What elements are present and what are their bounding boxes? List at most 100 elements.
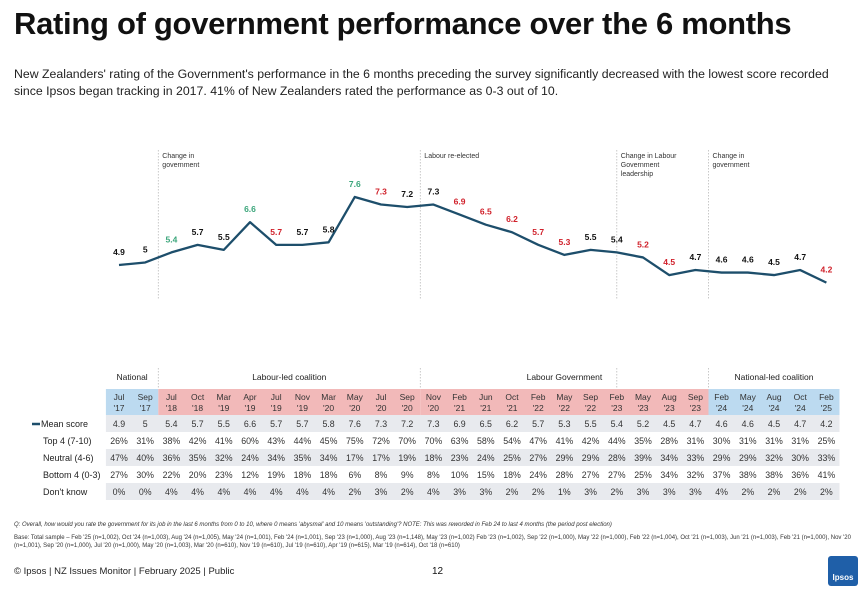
table-cell: 10% [451,470,469,480]
table-cell: 31% [687,436,705,446]
table-cell: 25% [503,453,521,463]
table-cell: 7.6 [349,419,361,429]
event-annotation: Change in [162,153,194,160]
table-cell: 2% [506,487,519,497]
data-label: 4.2 [820,265,832,275]
footnote-question: Q: Overall, how would you rate the gover… [14,522,612,528]
x-tick-label: Feb [714,392,729,402]
table-cell: 4.2 [820,419,832,429]
x-tick-label: Nov [295,392,311,402]
x-tick-label: May [740,392,757,402]
table-cell: 3% [689,487,702,497]
table-cell: 24% [241,453,259,463]
table-cell: 0% [139,487,152,497]
table-cell: 6% [348,470,361,480]
x-tick-label: '22 [585,403,596,413]
period-label: National [117,372,148,382]
ipsos-logo: Ipsos [828,556,858,586]
data-label: 7.3 [375,187,387,197]
table-cell: 4.7 [794,419,806,429]
event-annotation: government [713,162,750,169]
x-tick-label: Jul [166,392,177,402]
row-band [105,483,840,500]
data-label: 5.7 [532,227,544,237]
period-header-band [105,389,159,415]
event-annotation: Change in [713,153,745,160]
data-label: 4.6 [742,255,754,265]
table-cell: 22% [163,470,181,480]
x-tick-label: '22 [559,403,570,413]
x-tick-label: '24 [795,403,806,413]
x-tick-label: Sep [583,392,598,402]
table-cell: 30% [791,453,809,463]
table-cell: 34% [267,453,285,463]
x-tick-label: May [347,392,364,402]
event-annotation: Labour re-elected [424,153,479,160]
data-label: 4.5 [663,257,675,267]
table-cell: 5.3 [558,419,570,429]
x-tick-label: Aug [662,392,677,402]
table-cell: 31% [136,436,154,446]
x-tick-label: Oct [191,392,205,402]
period-label: Labour-led coalition [252,372,326,382]
x-tick-label: Mar [216,392,231,402]
table-cell: 3% [453,487,466,497]
period-label: National-led coalition [735,372,814,382]
table-cell: 38% [163,436,181,446]
table-cell: 44% [608,436,626,446]
x-tick-label: Feb [819,392,834,402]
table-cell: 35% [294,453,312,463]
table-row-label: Bottom 4 (0-3) [43,470,101,480]
table-cell: 25% [634,470,652,480]
table-cell: 72% [372,436,390,446]
table-cell: 12% [241,470,259,480]
data-label: 5.7 [270,227,282,237]
table-cell: 8% [375,470,388,480]
data-label: 7.6 [349,179,361,189]
table-cell: 33% [818,453,836,463]
row-band [105,449,840,466]
table-cell: 17% [372,453,390,463]
x-tick-label: '25 [821,403,832,413]
x-tick-label: Mar [321,392,336,402]
table-cell: 4.5 [663,419,675,429]
table-cell: 70% [425,436,443,446]
table-cell: 35% [189,453,207,463]
data-label: 5.2 [637,239,649,249]
table-cell: 23% [215,470,233,480]
data-label: 5.5 [218,232,230,242]
data-label: 5 [143,244,148,254]
table-cell: 29% [739,453,757,463]
table-cell: 24% [529,470,547,480]
table-cell: 27% [608,470,626,480]
table-cell: 34% [660,470,678,480]
table-cell: 7.3 [375,419,387,429]
x-tick-label: '24 [768,403,779,413]
table-cell: 19% [267,470,285,480]
table-cell: 4.7 [689,419,701,429]
table-cell: 41% [818,470,836,480]
table-cell: 26% [110,436,128,446]
table-cell: 2% [610,487,623,497]
x-tick-label: Sep [400,392,415,402]
table-cell: 5.7 [191,419,203,429]
table-cell: 44% [294,436,312,446]
x-tick-label: '18 [192,403,203,413]
table-row-label: Don't know [43,487,88,497]
data-label: 4.7 [689,252,701,262]
table-cell: 2% [532,487,545,497]
table-cell: 0% [113,487,126,497]
table-cell: 54% [503,436,521,446]
table-row-label: Neutral (4-6) [43,453,94,463]
data-label: 6.5 [480,207,492,217]
table-cell: 3% [637,487,650,497]
table-cell: 58% [477,436,495,446]
x-tick-label: '20 [402,403,413,413]
line-chart: National Labour-led coalition Labour Gover… [32,150,840,500]
table-cell: 6.5 [480,419,492,429]
x-tick-label: '23 [664,403,675,413]
x-tick-label: Apr [243,392,256,402]
table-cell: 27% [582,470,600,480]
table-cell: 4% [427,487,440,497]
event-annotation: Change in Labour [621,153,677,160]
